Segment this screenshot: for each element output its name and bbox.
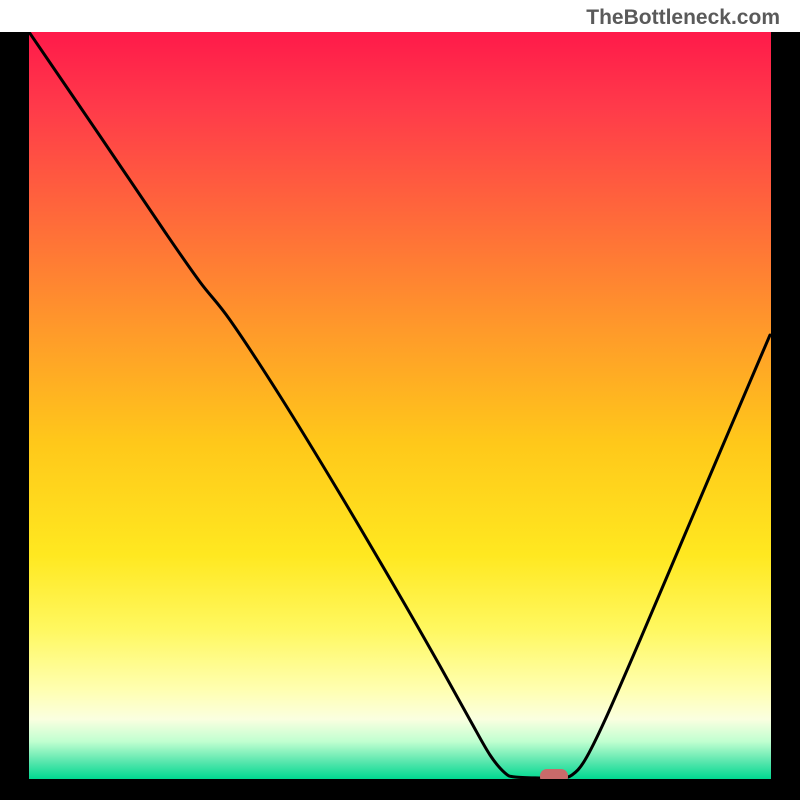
watermark-text: TheBottleneck.com <box>586 6 780 30</box>
chart-svg <box>0 0 800 800</box>
bottleneck-chart: TheBottleneck.com <box>0 0 800 800</box>
chart-background <box>29 32 771 779</box>
